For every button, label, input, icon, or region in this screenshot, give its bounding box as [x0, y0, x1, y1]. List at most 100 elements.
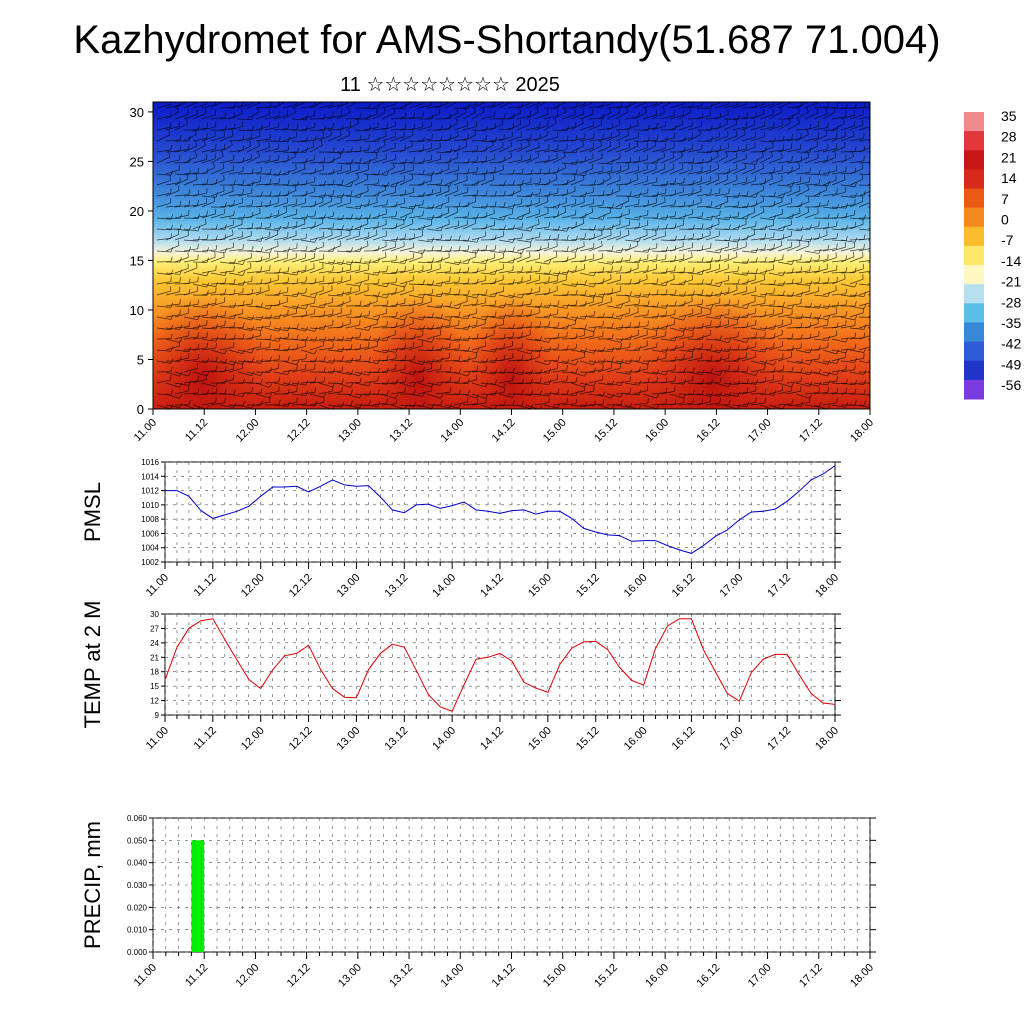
wind-barb — [345, 283, 360, 287]
wind-barb-flag — [395, 311, 398, 317]
wind-barb-flag — [404, 103, 407, 109]
wind-barb — [273, 195, 289, 197]
wind-barb — [813, 148, 828, 153]
wind-barb — [165, 169, 180, 175]
wind-barb — [165, 111, 179, 120]
wind-barb — [426, 382, 441, 386]
wind-barb — [318, 134, 332, 142]
wind-barb-flag — [178, 185, 180, 191]
wind-barb — [327, 135, 342, 142]
wind-barb — [840, 348, 855, 351]
wind-barb-flag — [863, 400, 866, 406]
wind-barb-flag — [799, 207, 801, 213]
wind-barb-flag — [582, 108, 585, 114]
wind-barb-flag — [440, 226, 444, 232]
wind-barb — [822, 269, 837, 274]
wind-barb — [408, 250, 423, 254]
wind-barb — [768, 228, 783, 232]
wind-barb-flag — [683, 315, 687, 321]
x-tick-label: 16.00 — [622, 572, 650, 600]
wind-barb — [372, 173, 387, 176]
wind-barb — [660, 338, 675, 342]
wind-barb — [777, 349, 792, 352]
wind-barb-flag — [377, 291, 381, 297]
wind-barb-flag — [278, 354, 281, 360]
wind-barb-flag — [665, 268, 668, 274]
wind-barb — [417, 104, 432, 109]
wind-barb — [552, 272, 567, 275]
wind-barb — [543, 379, 558, 384]
wind-barb — [228, 261, 243, 265]
wind-barb-flag — [404, 343, 406, 349]
wind-barb-flag — [764, 311, 767, 317]
wind-barb — [327, 338, 342, 342]
wind-barb-flag — [394, 394, 399, 399]
wind-barb-flag — [332, 189, 335, 196]
wind-barb — [552, 336, 567, 340]
wind-barb — [759, 140, 774, 143]
wind-barb-flag — [206, 168, 209, 174]
wind-barb — [579, 203, 594, 208]
wind-barb — [201, 213, 216, 219]
wind-barb — [273, 349, 288, 352]
wind-barb — [210, 179, 225, 186]
wind-barb-flag — [737, 192, 741, 198]
wind-barb — [390, 347, 405, 351]
wind-barb-flag — [206, 123, 208, 129]
wind-barb — [588, 294, 603, 298]
wind-barb — [156, 126, 171, 131]
wind-barb — [417, 126, 432, 131]
wind-barb — [723, 323, 738, 329]
wind-barb — [282, 247, 297, 252]
wind-barb — [831, 116, 846, 120]
wind-barb-flag — [882, 357, 884, 362]
wind-barb — [813, 234, 828, 241]
wind-barb-flag — [882, 278, 883, 283]
wind-barb — [327, 404, 342, 408]
wind-barb — [282, 190, 297, 197]
wind-barb-flag — [449, 287, 451, 294]
wind-barb — [435, 404, 450, 409]
wind-barb-flag — [746, 190, 749, 196]
x-tick-label: 12.12 — [287, 572, 315, 600]
wind-barb — [201, 392, 216, 395]
wind-barb — [723, 135, 738, 142]
wind-barb — [795, 134, 809, 142]
wind-barb — [777, 403, 792, 406]
wind-barb — [246, 227, 261, 230]
wind-barb — [345, 117, 360, 120]
wind-barb — [597, 127, 612, 131]
wind-barb — [777, 314, 792, 318]
wind-barb-flag — [719, 335, 723, 341]
wind-barb-flag — [404, 233, 407, 239]
wind-barb — [390, 404, 405, 409]
wind-barb — [237, 227, 252, 230]
wind-barb — [795, 245, 810, 252]
wind-barb — [615, 105, 630, 109]
wind-barb-flag — [746, 322, 749, 328]
wind-barb-flag — [620, 204, 624, 209]
wind-barb — [318, 390, 333, 395]
wind-barb — [498, 156, 512, 164]
wind-barb — [678, 349, 693, 353]
wind-barb — [183, 316, 198, 320]
wind-barb — [606, 106, 621, 109]
wind-barb-flag — [836, 349, 840, 355]
wind-barb — [768, 102, 783, 109]
wind-barb-flag — [215, 342, 217, 349]
wind-barb — [255, 183, 270, 186]
wind-barb-flag — [638, 356, 641, 362]
wind-barb — [858, 283, 870, 286]
wind-barb-flag — [395, 287, 397, 293]
wind-barb — [408, 294, 423, 299]
wind-barb — [336, 126, 351, 131]
wind-barb — [777, 184, 792, 187]
wind-barb — [759, 217, 774, 221]
wind-barb-flag — [215, 244, 218, 250]
wind-barb — [606, 290, 621, 296]
wind-barb-flag — [332, 342, 334, 348]
wind-barb-flag — [521, 310, 523, 316]
wind-barb — [444, 225, 459, 230]
wind-barb — [435, 316, 450, 321]
wind-barb-flag — [882, 204, 884, 209]
